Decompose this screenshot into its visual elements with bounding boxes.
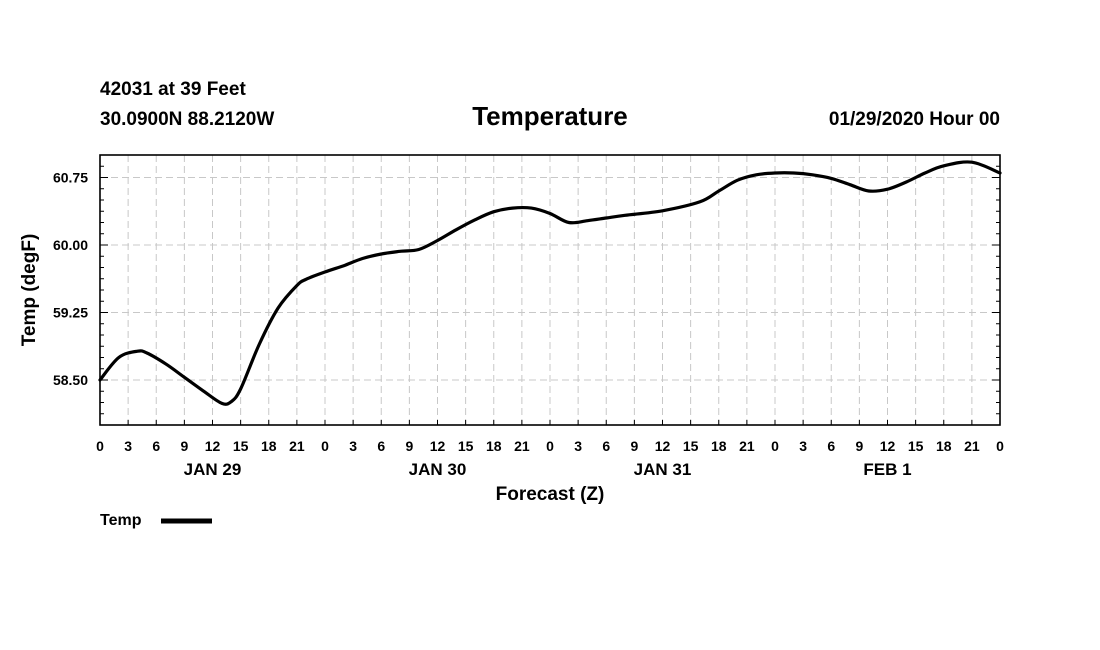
x-tick-label: 18 <box>486 438 502 454</box>
x-tick-label: 21 <box>964 438 980 454</box>
x-tick-label: 12 <box>205 438 221 454</box>
x-tick-label: 6 <box>377 438 385 454</box>
x-tick-label: 12 <box>655 438 671 454</box>
x-tick-label: 12 <box>880 438 896 454</box>
legend-label: Temp <box>100 512 142 529</box>
x-tick-label: 6 <box>827 438 835 454</box>
y-tick-label: 59.25 <box>53 305 88 321</box>
x-tick-label: 6 <box>602 438 610 454</box>
x-tick-label: 0 <box>546 438 554 454</box>
day-label: FEB 1 <box>863 460 911 479</box>
x-tick-label: 18 <box>711 438 727 454</box>
x-tick-label: 3 <box>574 438 582 454</box>
x-tick-label: 6 <box>152 438 160 454</box>
x-tick-label: 9 <box>630 438 638 454</box>
grid-lines <box>100 155 1000 425</box>
day-label: JAN 30 <box>409 460 467 479</box>
x-tick-label: 3 <box>124 438 132 454</box>
x-tick-label: 12 <box>430 438 446 454</box>
y-tick-label: 60.00 <box>53 237 88 253</box>
coords-label: 30.0900N 88.2120W <box>100 109 274 130</box>
x-tick-label: 9 <box>855 438 863 454</box>
y-tick-label: 60.75 <box>53 170 88 186</box>
x-tick-label: 18 <box>936 438 952 454</box>
day-label: JAN 31 <box>634 460 692 479</box>
x-tick-label: 3 <box>799 438 807 454</box>
x-tick-label: 15 <box>233 438 249 454</box>
x-tick-label: 15 <box>683 438 699 454</box>
x-tick-label: 9 <box>180 438 188 454</box>
temp-series-line <box>98 160 1002 406</box>
y-tick-label: 58.50 <box>53 372 88 388</box>
x-tick-label: 0 <box>321 438 329 454</box>
x-tick-label: 9 <box>405 438 413 454</box>
x-tick-label: 15 <box>458 438 474 454</box>
y-axis-label: Temp (degF) <box>19 234 40 347</box>
x-tick-label: 21 <box>289 438 305 454</box>
y-axis-ticks: 58.50 59.25 60.00 60.75 <box>53 170 1000 388</box>
x-tick-label: 0 <box>996 438 1004 454</box>
datetime-label: 01/29/2020 Hour 00 <box>829 109 1000 130</box>
x-tick-label: 0 <box>771 438 779 454</box>
station-label: 42031 at 39 Feet <box>100 79 246 100</box>
x-tick-label: 0 <box>96 438 104 454</box>
x-tick-label: 15 <box>908 438 924 454</box>
x-axis-label: Forecast (Z) <box>496 484 605 505</box>
x-tick-label: 21 <box>514 438 530 454</box>
x-tick-label: 21 <box>739 438 755 454</box>
day-label: JAN 29 <box>184 460 242 479</box>
x-axis-ticks: 0 3 6 9 12 15 18 21 0 3 6 9 12 15 18 21 0 3 6 9 12 15 18 21 0 3 6 9… <box>96 420 1004 454</box>
x-tick-label: 3 <box>349 438 357 454</box>
chart-title: Temperature <box>472 101 628 131</box>
day-labels: JAN 29 JAN 30 JAN 31 FEB 1 <box>184 460 912 479</box>
x-tick-label: 18 <box>261 438 277 454</box>
